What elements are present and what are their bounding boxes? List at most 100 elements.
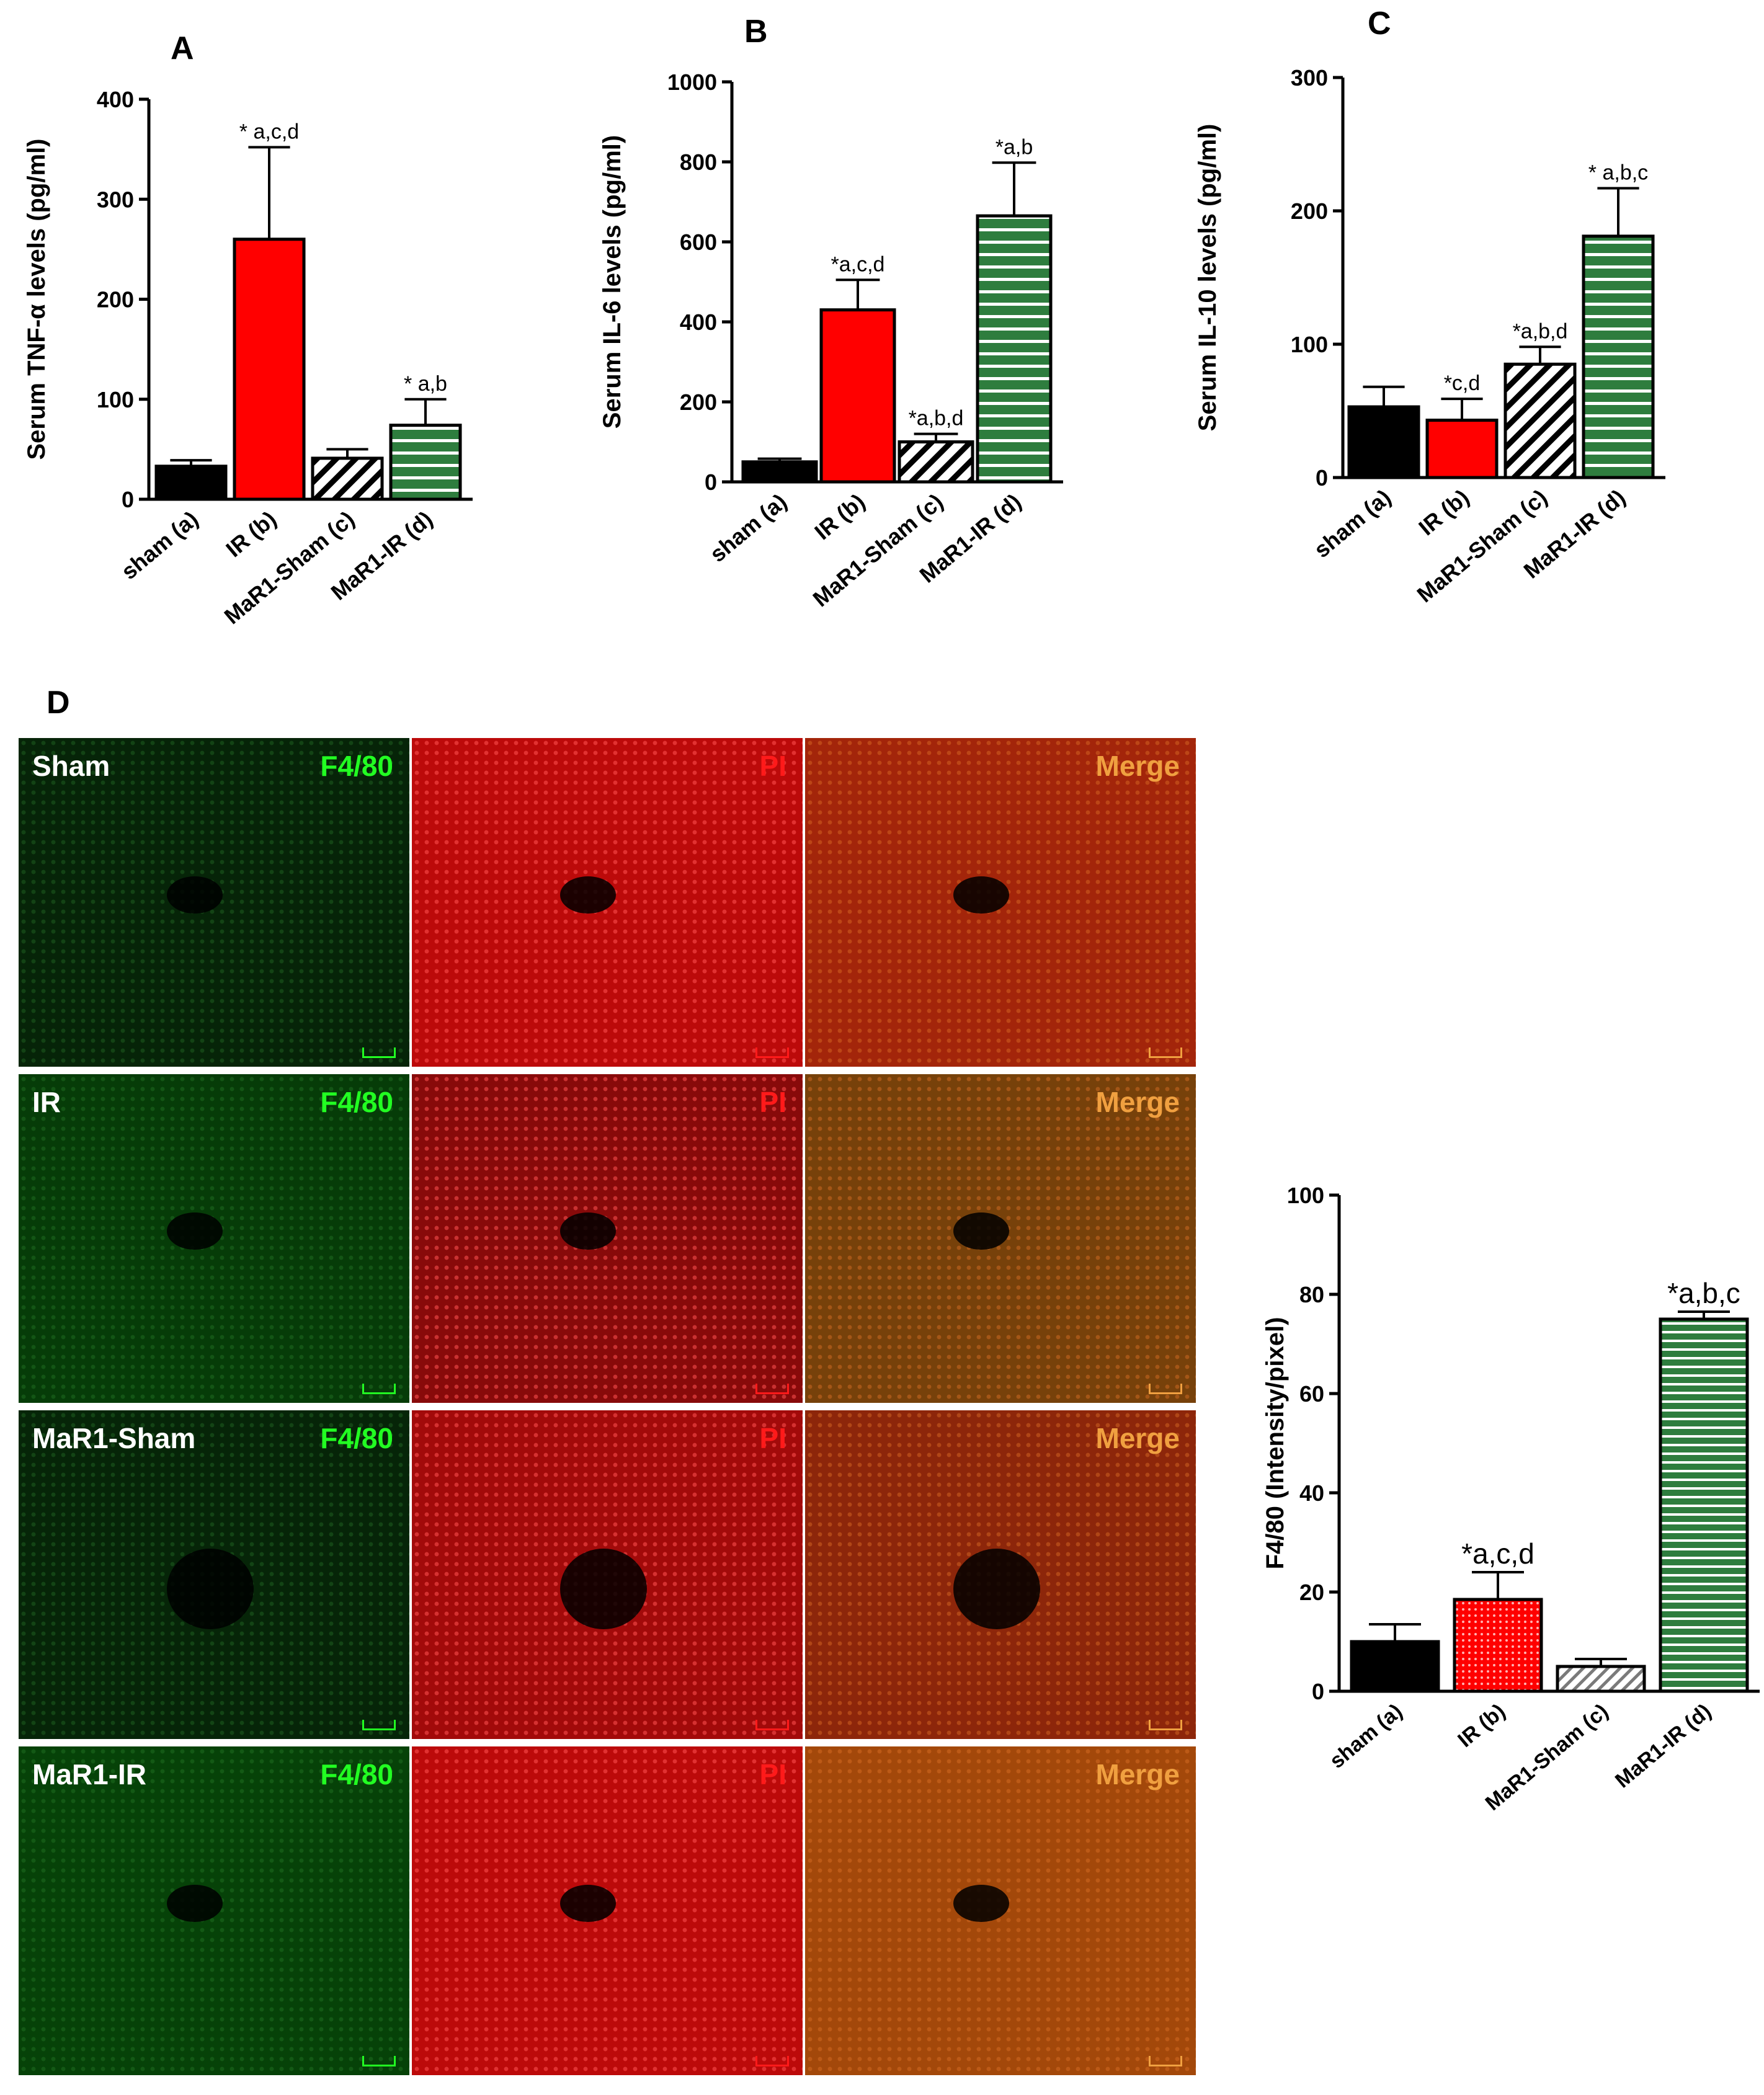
micrograph-tile: MaR1-Sham F4/80	[19, 1410, 409, 1739]
chart-a: 0 100 200 300 400 Serum TNF-α levels (pg/ml) s…	[23, 87, 473, 629]
x-tick-label: IR (b)	[221, 506, 281, 563]
y-tick-label: 300	[1291, 65, 1328, 91]
chart-e: 0 20 40 60 80 100 F4/80 (Intensity/pixel) sham …	[1262, 1183, 1760, 1815]
bar	[1659, 1317, 1749, 1693]
bar-annotation: * a,c,d	[239, 120, 299, 143]
bar	[976, 214, 1053, 484]
scale-bar	[1149, 1384, 1182, 1394]
micrograph-tile: Merge	[805, 1410, 1196, 1739]
y-axis-label: Serum IL-10 levels (pg/ml)	[1194, 124, 1221, 432]
bar-annotation: *a,c,d	[831, 252, 885, 276]
x-tick-label: sham (a)	[1325, 1699, 1407, 1773]
x-tick-label: sham (a)	[1309, 484, 1396, 563]
channel-label: PI	[759, 750, 786, 782]
chart-e-canvas: 0 20 40 60 80 100 F4/80 (Intensity/pixel) sham …	[1262, 1183, 1760, 1815]
scale-bar	[362, 1048, 396, 1058]
bar-annotation: *c,d	[1444, 371, 1481, 395]
y-axis-label: Serum TNF-α levels (pg/ml)	[23, 138, 50, 460]
y-tick-label: 300	[97, 187, 134, 212]
channel-label: PI	[759, 1758, 786, 1790]
channel-label: PI	[759, 1422, 786, 1454]
y-tick-label: 200	[680, 389, 717, 415]
panel-letter-d: D	[47, 685, 70, 721]
y-tick-label: 400	[97, 87, 134, 112]
group-label: MaR1-Sham	[32, 1422, 196, 1454]
channel-label: PI	[759, 1086, 786, 1118]
bar	[311, 456, 384, 501]
chart-b: 0 200 400 600 800 1000 Serum IL-6 levels (pg/m…	[599, 69, 1063, 612]
micrograph-grid: Sham F4/80 PI Merge IR F4/80 PI Merge MaR1-Sham F…	[19, 738, 1207, 2078]
scale-bar	[755, 2056, 789, 2066]
channel-label: Merge	[1095, 1086, 1180, 1118]
y-tick-label: 0	[705, 469, 717, 495]
x-tick-label: IR (b)	[809, 489, 870, 545]
bar	[1556, 1665, 1646, 1693]
bar-annotation: *a,b	[996, 135, 1033, 159]
x-tick-label: IR (b)	[1453, 1699, 1510, 1752]
y-tick-label: 80	[1299, 1282, 1324, 1307]
group-label: MaR1-IR	[32, 1758, 147, 1790]
bar	[1503, 362, 1577, 479]
x-tick-label: IR (b)	[1414, 484, 1474, 541]
y-tick-label: 100	[1291, 332, 1328, 357]
vessel-lumen	[953, 1548, 1041, 1629]
vessel-lumen	[560, 1212, 617, 1250]
channel-label: Merge	[1095, 1758, 1180, 1790]
micrograph-tile: MaR1-IR F4/80	[19, 1746, 409, 2075]
bar	[1425, 419, 1499, 479]
vessel-lumen	[953, 1884, 1010, 1922]
y-tick-label: 0	[122, 487, 134, 512]
micrograph-tile: PI	[412, 1074, 803, 1403]
vessel-lumen	[953, 876, 1010, 914]
group-label: Sham	[32, 750, 110, 782]
micrograph-tile: Merge	[805, 738, 1196, 1067]
y-tick-label: 40	[1299, 1480, 1324, 1506]
scale-bar	[1149, 1048, 1182, 1058]
vessel-lumen	[560, 876, 617, 914]
scale-bar	[755, 1384, 789, 1394]
bar-annotation: * a,b,c	[1588, 161, 1648, 184]
micrograph-tile: PI	[412, 1410, 803, 1739]
bar	[1582, 234, 1655, 479]
vessel-lumen	[953, 1212, 1010, 1250]
y-tick-label: 200	[1291, 198, 1328, 224]
vessel-lumen	[167, 1212, 223, 1250]
micrograph-tile: Merge	[805, 1074, 1196, 1403]
x-tick-label: MaR1-Sham (c)	[220, 506, 360, 629]
bar	[898, 440, 974, 484]
x-tick-label: sham (a)	[705, 489, 791, 567]
vessel-lumen	[560, 1548, 648, 1629]
vessel-lumen	[167, 1548, 254, 1629]
scale-bar	[362, 1384, 396, 1394]
bar	[389, 424, 462, 501]
x-tick-label: sham (a)	[116, 506, 203, 585]
vessel-lumen	[167, 876, 223, 914]
group-label: IR	[32, 1086, 61, 1118]
bar	[741, 460, 818, 484]
bar	[233, 238, 306, 501]
micrograph-tile: Merge	[805, 1746, 1196, 2075]
channel-label: F4/80	[320, 1422, 393, 1454]
bar-annotation: *a,b,c	[1667, 1277, 1740, 1309]
bar	[1453, 1598, 1543, 1693]
scale-bar	[755, 1720, 789, 1730]
micrograph-tile: IR F4/80	[19, 1074, 409, 1403]
channel-label: F4/80	[320, 1758, 393, 1790]
panel-letter-a: A	[171, 30, 194, 66]
y-tick-label: 100	[97, 387, 134, 412]
y-tick-label: 0	[1316, 465, 1328, 491]
bar-annotation: *a,b,d	[1513, 319, 1568, 343]
bar-annotation: *a,b,d	[909, 407, 964, 430]
y-tick-label: 800	[680, 149, 717, 175]
y-tick-label: 20	[1299, 1580, 1324, 1605]
bar	[154, 465, 228, 501]
scale-bar	[1149, 1720, 1182, 1730]
channel-label: F4/80	[320, 750, 393, 782]
bar	[1350, 1640, 1440, 1693]
channel-label: F4/80	[320, 1086, 393, 1118]
scale-bar	[755, 1048, 789, 1058]
chart-c: 0 100 200 300 Serum IL-10 levels (pg/ml) sham…	[1194, 65, 1665, 607]
micrograph-tile: PI	[412, 1746, 803, 2075]
y-tick-label: 200	[97, 287, 134, 313]
